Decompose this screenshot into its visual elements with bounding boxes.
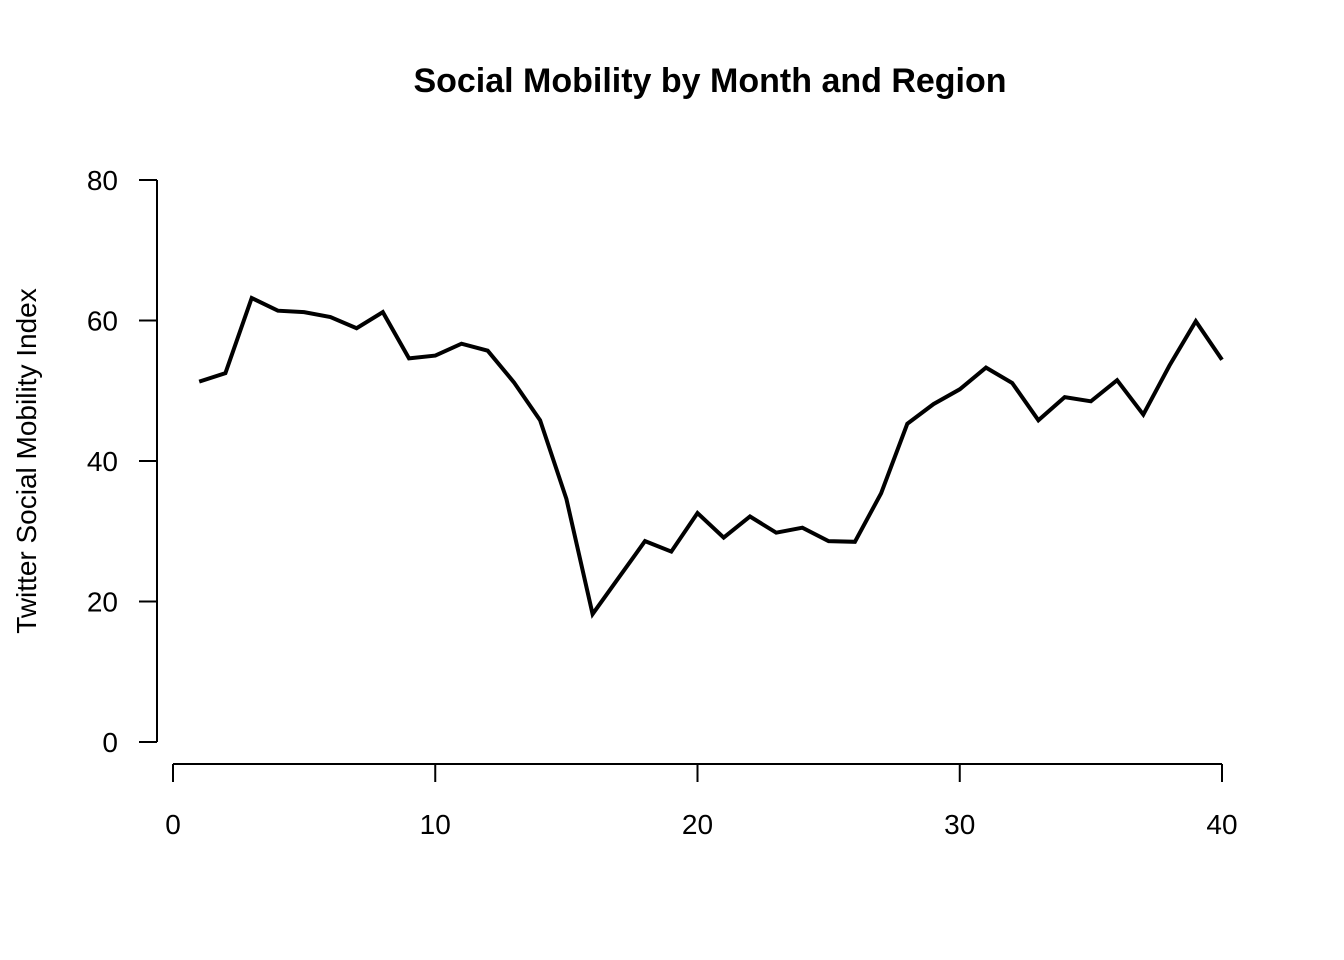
x-tick-label: 30 bbox=[944, 809, 975, 840]
y-tick-label: 0 bbox=[102, 727, 118, 758]
y-tick-label: 40 bbox=[87, 446, 118, 477]
x-axis: 0 10 20 30 40 bbox=[165, 763, 1238, 840]
series-line bbox=[198, 295, 1224, 619]
chart-title: Social Mobility by Month and Region bbox=[413, 62, 1006, 100]
x-tick-label: 10 bbox=[420, 809, 451, 840]
x-tick-label: 0 bbox=[165, 809, 181, 840]
y-axis-label: Twitter Social Mobility Index bbox=[11, 288, 42, 633]
y-tick-label: 60 bbox=[87, 306, 118, 337]
y-tick-label: 20 bbox=[87, 587, 118, 618]
y-tick-label: 80 bbox=[87, 165, 118, 196]
x-tick-label: 40 bbox=[1206, 809, 1237, 840]
plot-series bbox=[198, 295, 1224, 619]
y-axis: 0 20 40 60 80 bbox=[87, 165, 158, 758]
x-tick-label: 20 bbox=[682, 809, 713, 840]
